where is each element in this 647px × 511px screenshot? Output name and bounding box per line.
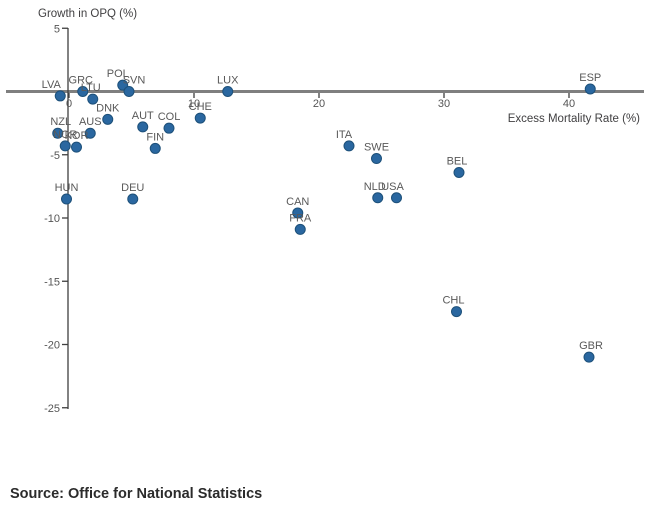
point-label-lux: LUX <box>217 75 239 87</box>
x-tick <box>568 93 570 98</box>
data-point-col <box>163 122 175 134</box>
x-tick <box>318 93 320 98</box>
y-tick <box>62 280 68 282</box>
point-label-aut: AUT <box>132 110 154 122</box>
data-point-fra <box>294 223 306 235</box>
y-tick-label: 5 <box>54 23 60 35</box>
data-point-lva <box>54 90 66 102</box>
point-label-lva: LVA <box>42 79 62 91</box>
point-label-swe: SWE <box>364 142 389 154</box>
x-tick-label: 10 <box>188 98 200 110</box>
data-point-can <box>292 207 304 219</box>
point-label-fin: FIN <box>146 131 164 143</box>
data-point-aus <box>84 127 96 139</box>
y-tick-label: -15 <box>44 276 60 288</box>
point-label-ita: ITA <box>336 129 353 141</box>
y-tick-label: -10 <box>44 213 60 225</box>
zero-line <box>6 90 644 93</box>
data-point-bel <box>453 166 465 178</box>
data-point-nld <box>372 192 384 204</box>
x-tick <box>443 93 445 98</box>
y-tick <box>62 407 68 409</box>
point-label-grc: GRC <box>69 75 94 87</box>
point-label-nzl: NZL <box>50 116 71 128</box>
zero-line-group <box>6 90 644 93</box>
point-label-svn: SVN <box>123 75 146 87</box>
data-point-dnk <box>102 113 114 125</box>
data-points <box>52 79 596 363</box>
data-point-nor <box>59 140 71 152</box>
source-note: Source: Office for National Statistics <box>10 486 263 502</box>
point-label-ltu: LTU <box>81 82 101 94</box>
point-label-chl: CHL <box>442 295 464 307</box>
y-tick-label: -5 <box>50 150 60 162</box>
data-point-kor <box>71 141 82 153</box>
x-tick <box>68 93 70 98</box>
y-tick-label: -25 <box>44 403 60 415</box>
data-point-ltu <box>87 93 99 105</box>
point-label-dnk: DNK <box>96 102 120 114</box>
data-point-gbr <box>583 351 595 363</box>
x-axis-title: Excess Mortality Rate (%) <box>508 113 640 125</box>
point-label-aus: AUS <box>79 116 102 128</box>
data-point-grc <box>77 86 89 97</box>
y-tick <box>62 154 68 156</box>
y-tick <box>62 27 68 29</box>
axes <box>62 27 570 409</box>
point-label-can: CAN <box>286 196 309 208</box>
point-label-gbr: GBR <box>579 340 603 352</box>
data-point-ita <box>343 140 355 152</box>
point-label-bel: BEL <box>447 155 468 167</box>
data-point-esp <box>584 83 596 95</box>
data-point-chl <box>451 306 462 318</box>
point-label-esp: ESP <box>579 72 601 84</box>
x-tick-label: 0 <box>66 98 72 110</box>
data-point-swe <box>371 153 382 165</box>
data-point-nzl <box>52 127 64 139</box>
data-point-lux <box>222 86 234 97</box>
data-point-che <box>194 112 206 124</box>
data-point-deu <box>127 193 139 205</box>
point-label-col: COL <box>158 111 181 123</box>
point-label-kor: KOR <box>65 130 89 142</box>
y-axis-title: Growth in OPQ (%) <box>38 8 137 20</box>
data-point-svn <box>123 86 135 97</box>
x-tick <box>193 93 195 98</box>
x-tick-label: 40 <box>563 98 575 110</box>
x-tick-label: 30 <box>438 98 450 110</box>
data-point-usa <box>391 192 402 204</box>
data-point-aut <box>137 121 149 133</box>
x-tick-label: 20 <box>313 98 325 110</box>
point-label-che: CHE <box>189 101 212 113</box>
y-tick <box>62 217 68 219</box>
y-tick <box>62 343 68 346</box>
point-label-nld: NLD <box>364 181 386 193</box>
tick-labels: 5 -5 -10 -15 -20 -25 0 10 20 30 40 <box>44 23 575 415</box>
data-point-hun <box>61 193 72 205</box>
point-label-usa: USA <box>381 181 404 193</box>
point-label-deu: DEU <box>121 182 144 194</box>
point-label-hun: HUN <box>55 182 79 194</box>
point-label-pol: POL <box>107 68 129 80</box>
point-label-fra: FRA <box>289 212 312 224</box>
point-label-nor: NOR <box>53 129 78 141</box>
y-tick-label: -20 <box>44 340 60 352</box>
data-point-fin <box>149 142 161 154</box>
